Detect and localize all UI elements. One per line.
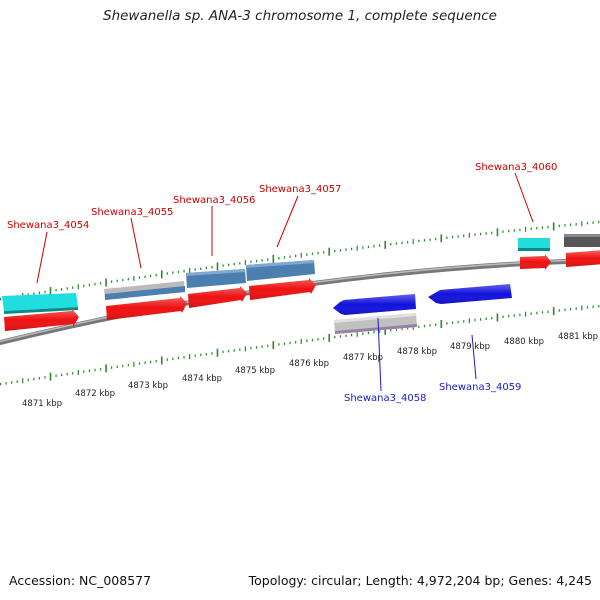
scale-label: 4872 kbp: [75, 389, 115, 399]
scale-label: 4875 kbp: [235, 366, 275, 376]
scale-label: 4876 kbp: [289, 359, 329, 369]
cds-arrow-4057[interactable]: [249, 278, 316, 300]
topology-text: Topology: circular; Length: 4,972,204 bp…: [248, 573, 592, 588]
gene-label-4055[interactable]: Shewana3_4055: [91, 207, 173, 218]
scale-label: 4877 kbp: [343, 353, 383, 363]
gene-bar-4055[interactable]: [104, 281, 185, 300]
cds-arrow-4054[interactable]: [4, 309, 79, 331]
map-title: Shewanella sp. ANA-3 chromosome 1, compl…: [103, 8, 497, 24]
cds-arrow-4059[interactable]: [428, 284, 512, 304]
cds-arrow-4058[interactable]: [333, 294, 416, 315]
scale-labels: 4871 kbp 4872 kbp 4873 kbp 4874 kbp 4875 kbp…: [22, 332, 598, 409]
gene-bar-4054[interactable]: [2, 293, 78, 314]
gene-bar-4061[interactable]: [564, 234, 600, 247]
forward-gene-row: [2, 234, 600, 314]
scale-label: 4880 kbp: [504, 337, 544, 347]
scale-label: 4871 kbp: [22, 399, 62, 409]
gene-label-4054[interactable]: Shewana3_4054: [7, 220, 89, 231]
cds-arrow-4061[interactable]: [566, 250, 600, 267]
gene-labels: Shewana3_4054 Shewana3_4055 Shewana3_405…: [7, 162, 557, 404]
reverse-scale-ticks: [0, 304, 600, 386]
reverse-cds-row: [333, 284, 512, 315]
gene-label-4058[interactable]: Shewana3_4058: [344, 393, 426, 404]
gene-label-4057[interactable]: Shewana3_4057: [259, 184, 341, 195]
scale-label: 4873 kbp: [128, 381, 168, 391]
cds-arrow-4055[interactable]: [106, 296, 187, 320]
gene-bar-4060[interactable]: [518, 238, 550, 251]
label-leaders: [36, 172, 534, 392]
gene-label-4060[interactable]: Shewana3_4060: [475, 162, 557, 173]
reverse-gene-row: [334, 313, 417, 334]
scale-label: 4878 kbp: [397, 347, 437, 357]
accession-text: Accession: NC_008577: [9, 573, 152, 588]
scale-label: 4879 kbp: [450, 342, 490, 352]
forward-scale-ticks: [0, 220, 600, 301]
gene-bar-4056[interactable]: [186, 269, 246, 288]
forward-cds-row: [4, 250, 600, 331]
scale-label: 4874 kbp: [182, 374, 222, 384]
gene-bar-4058[interactable]: [334, 313, 417, 334]
gene-label-4059[interactable]: Shewana3_4059: [439, 382, 521, 393]
scale-label: 4881 kbp: [558, 332, 598, 342]
cds-arrow-4060[interactable]: [520, 254, 551, 270]
gene-bar-4057[interactable]: [246, 260, 315, 281]
cds-arrow-4056[interactable]: [188, 286, 247, 308]
gene-label-4056[interactable]: Shewana3_4056: [173, 195, 255, 206]
